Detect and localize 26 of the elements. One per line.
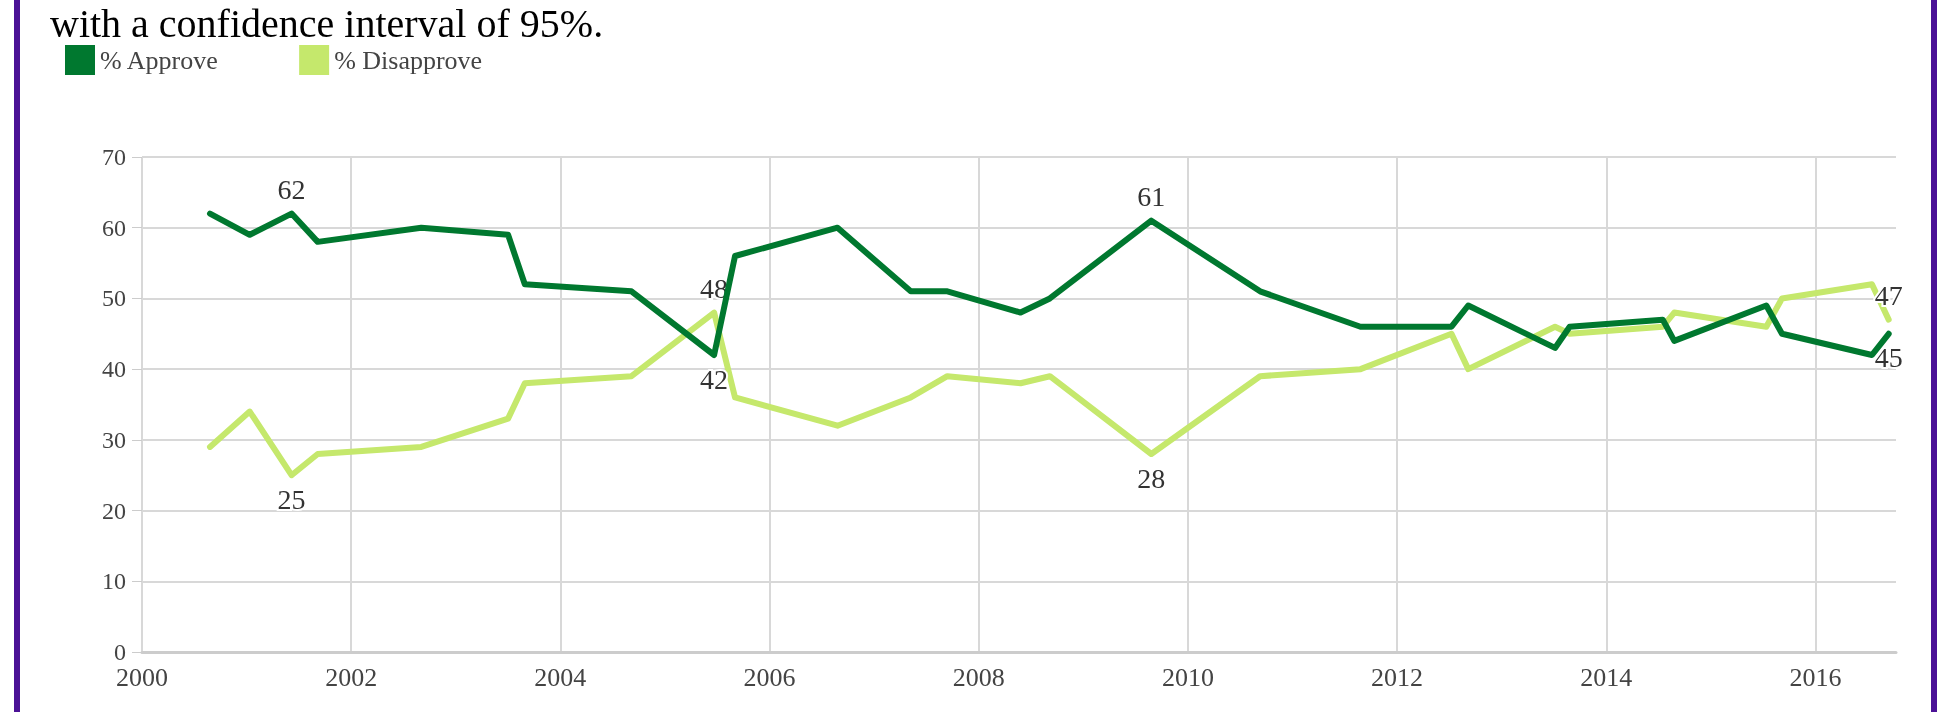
- legend-label: % Disapprove: [334, 45, 483, 75]
- x-tick-label: 2008: [952, 662, 1005, 692]
- y-tick-label: 20: [102, 497, 126, 524]
- data-label: 28: [1137, 462, 1166, 494]
- data-label: 61: [1137, 181, 1166, 213]
- y-tick-label: 70: [102, 144, 126, 170]
- y-tick-label: 10: [102, 568, 126, 595]
- x-tick-label: 2002: [325, 662, 378, 692]
- y-tick-label: 60: [102, 214, 126, 241]
- x-tick-label: 2016: [1789, 662, 1842, 692]
- x-tick-label: 2014: [1580, 662, 1633, 692]
- data-label: 42: [700, 363, 729, 395]
- y-tick-label: 0: [114, 639, 126, 665]
- x-tick-label: 2006: [743, 662, 796, 692]
- y-tick-label: 50: [102, 285, 126, 312]
- data-label: 45: [1874, 342, 1903, 374]
- x-tick-label: 2000: [116, 662, 168, 692]
- chart-subtitle: with a confidence interval of 95%.: [50, 0, 604, 47]
- y-tick-label: 40: [102, 356, 126, 383]
- x-tick-label: 2004: [534, 662, 587, 692]
- x-tick-label: 2012: [1371, 662, 1424, 692]
- legend-label: % Approve: [100, 45, 218, 75]
- data-label: 25: [277, 483, 306, 515]
- x-tick-label: 2010: [1161, 662, 1214, 692]
- y-tick-label: 30: [102, 426, 126, 453]
- data-label: 62: [277, 174, 306, 206]
